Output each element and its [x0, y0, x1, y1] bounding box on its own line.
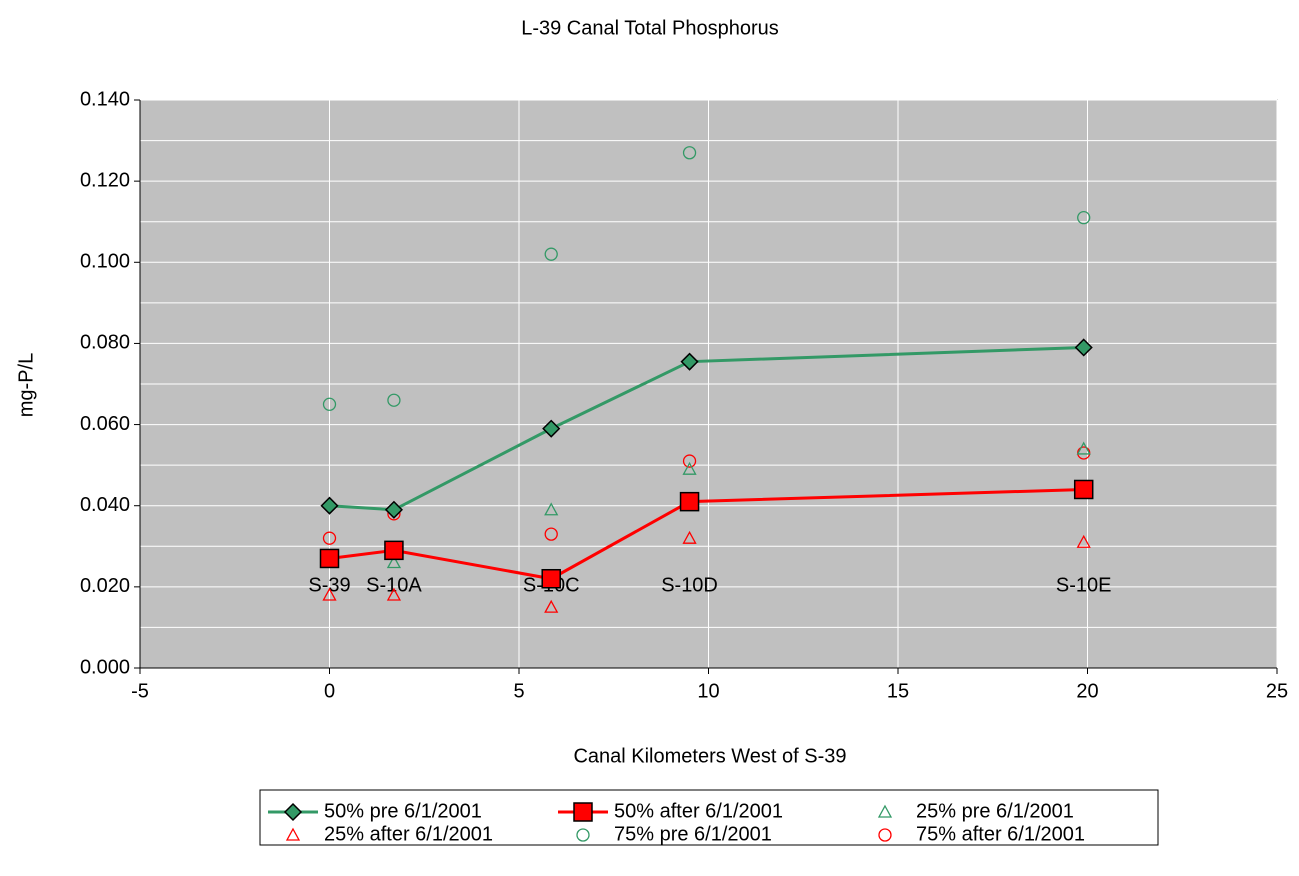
y-tick-label: 0.040	[80, 494, 130, 516]
y-tick-label: 0.140	[80, 88, 130, 110]
y-tick-label: 0.000	[80, 656, 130, 678]
marker	[384, 500, 403, 519]
legend-marker	[573, 802, 593, 822]
x-tick-label: 25	[1266, 680, 1288, 702]
y-tick-label: 0.060	[80, 413, 130, 435]
marker	[680, 352, 699, 371]
legend-marker	[283, 802, 303, 822]
marker	[319, 548, 340, 569]
marker	[386, 555, 402, 569]
marker	[1073, 479, 1094, 500]
marker	[542, 419, 561, 438]
legend-marker	[878, 828, 892, 842]
legend-marker	[877, 804, 893, 818]
legend-marker	[576, 828, 590, 842]
marker	[679, 491, 700, 512]
x-tick-label: 10	[697, 680, 719, 702]
x-axis-label: Canal Kilometers West of S-39	[573, 745, 846, 767]
marker	[541, 568, 561, 589]
marker	[1076, 441, 1091, 455]
y-tick-label: 0.020	[80, 575, 130, 597]
marker	[682, 530, 697, 544]
x-tick-label: 0	[324, 680, 335, 702]
station-label: S-10E	[1056, 574, 1112, 596]
marker	[387, 393, 401, 407]
legend-label: 25% after 6/1/2001	[324, 823, 493, 845]
station-label: S-39	[308, 574, 350, 596]
marker	[320, 496, 339, 515]
legend-label: 75% pre 6/1/2001	[614, 823, 772, 845]
y-tick-label: 0.100	[80, 251, 130, 273]
x-tick-label: 15	[887, 680, 909, 702]
marker	[384, 540, 404, 561]
marker	[544, 599, 559, 613]
marker	[682, 461, 697, 475]
x-tick-label: -5	[131, 680, 149, 702]
marker	[1077, 211, 1091, 225]
marker	[322, 531, 337, 545]
y-axis-label: mg-P/L	[15, 353, 37, 417]
station-label: S-10A	[366, 574, 422, 596]
marker	[322, 587, 337, 601]
chart-title: L-39 Canal Total Phosphorus	[521, 17, 779, 39]
marker	[682, 146, 697, 160]
y-tick-label: 0.120	[80, 169, 130, 191]
marker	[544, 502, 559, 516]
legend-label: 50% after 6/1/2001	[614, 800, 783, 822]
marker	[1076, 534, 1091, 548]
legend-marker	[285, 827, 301, 841]
legend-box	[259, 789, 1159, 846]
marker	[1074, 338, 1093, 357]
y-tick-label: 0.080	[80, 332, 130, 354]
legend-label: 25% pre 6/1/2001	[916, 800, 1074, 822]
marker	[386, 587, 402, 601]
station-label: S-10D	[661, 574, 718, 596]
legend-label: 50% pre 6/1/2001	[324, 800, 482, 822]
x-tick-label: 20	[1076, 680, 1098, 702]
legend-label: 75% after 6/1/2001	[916, 823, 1085, 845]
marker	[682, 454, 697, 468]
marker	[544, 247, 558, 261]
marker	[544, 527, 558, 541]
marker	[322, 397, 337, 411]
x-tick-label: 5	[513, 680, 524, 702]
